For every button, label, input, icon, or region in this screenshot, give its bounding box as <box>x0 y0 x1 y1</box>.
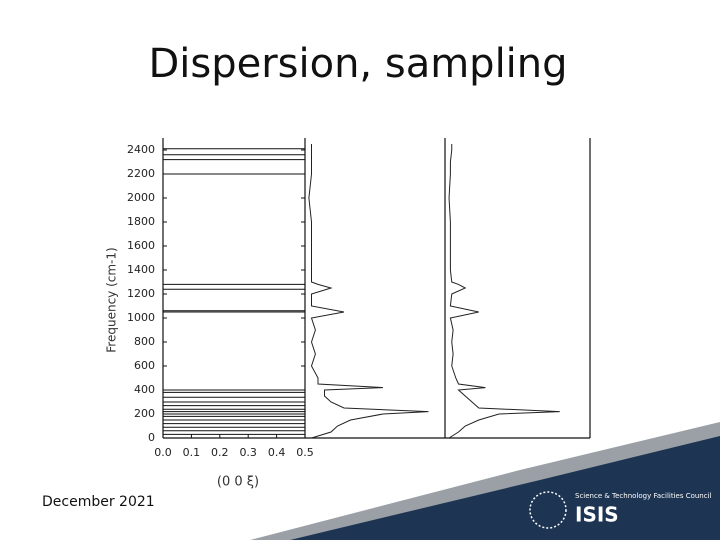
logo-mark <box>529 491 567 529</box>
logo-swoosh <box>290 436 720 540</box>
x-tick-label: 0.1 <box>183 446 201 459</box>
x-tick-label: 0.2 <box>211 446 229 459</box>
y-tick-label: 800 <box>134 335 155 348</box>
dos-curve <box>308 144 429 439</box>
slide-title: Dispersion, sampling <box>148 41 567 87</box>
x-tick-label: 0.0 <box>154 446 172 459</box>
y-tick-label: 2200 <box>127 167 155 180</box>
y-tick-label: 0 <box>148 431 155 444</box>
x-tick-label: 0.5 <box>296 446 314 459</box>
x-tick-label: 0.4 <box>268 446 286 459</box>
y-tick-label: 2000 <box>127 191 155 204</box>
y-tick-label: 2400 <box>127 143 155 156</box>
x-axis-label: (0 0 ξ) <box>217 475 259 490</box>
dos-curve <box>448 144 560 439</box>
logo-text: ISIS <box>575 503 619 527</box>
y-tick-label: 1400 <box>127 263 155 276</box>
y-tick-label: 1000 <box>127 311 155 324</box>
y-axis-label: Frequency (cm-1) <box>105 247 119 352</box>
logo-org: Science & Technology Facilities Council <box>575 492 712 500</box>
y-tick-label: 1800 <box>127 215 155 228</box>
y-tick-label: 600 <box>134 359 155 372</box>
y-tick-label: 400 <box>134 383 155 396</box>
footer-date: December 2021 <box>42 494 155 510</box>
y-tick-label: 1200 <box>127 287 155 300</box>
y-tick-label: 200 <box>134 407 155 420</box>
x-tick-label: 0.3 <box>239 446 257 459</box>
y-tick-label: 1600 <box>127 239 155 252</box>
